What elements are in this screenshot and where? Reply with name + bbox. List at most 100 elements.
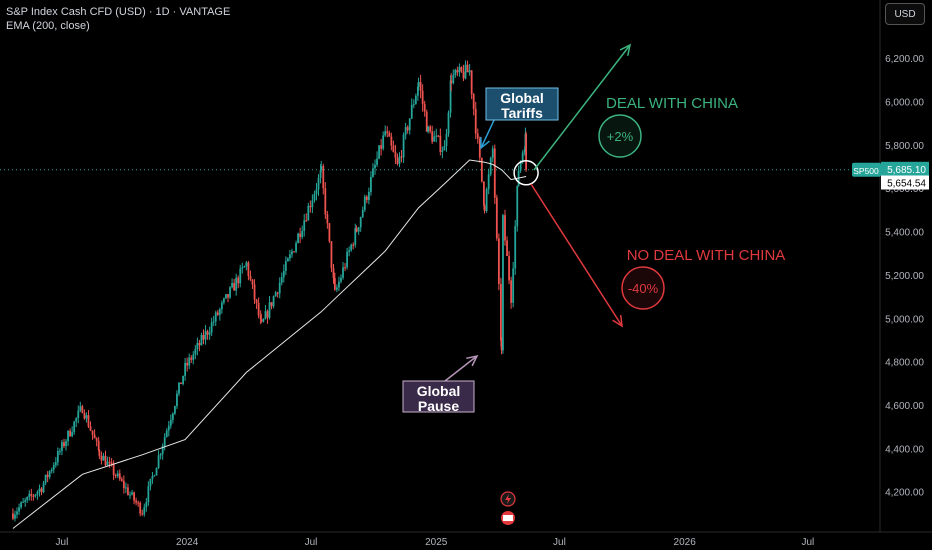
ema-price-tag	[881, 175, 929, 190]
candle-body	[171, 413, 174, 420]
y-tick-label: 5,000.00	[885, 314, 924, 325]
candle-body	[198, 342, 201, 346]
candle-body	[346, 251, 348, 268]
candle-body	[241, 267, 244, 269]
candle-body	[342, 267, 344, 278]
candle-body	[489, 157, 492, 175]
candle-body	[161, 445, 164, 455]
candle-body	[284, 261, 287, 271]
candle-body	[352, 244, 355, 246]
x-tick-label: 2026	[674, 537, 697, 548]
candle-body	[143, 507, 146, 515]
ema-line	[12, 159, 527, 529]
candle-body	[65, 441, 67, 447]
candle-body	[155, 467, 158, 476]
candle-body	[20, 502, 22, 508]
y-tick-label: 4,200.00	[885, 488, 924, 499]
candle-body	[523, 148, 526, 153]
candle-body	[289, 254, 291, 259]
candle-body	[24, 500, 27, 502]
candle-body	[67, 430, 69, 442]
indicator-label[interactable]: EMA (200, close)	[6, 20, 90, 32]
candle-body	[433, 136, 436, 142]
candle-body	[525, 133, 527, 170]
y-tick-label: 5,800.00	[885, 141, 924, 152]
candle-body	[404, 127, 407, 135]
y-tick-label: 6,000.00	[885, 98, 924, 109]
candle-body	[147, 486, 150, 503]
candle-body	[435, 135, 438, 137]
candle-body	[483, 205, 486, 212]
candle-body	[460, 67, 463, 72]
candle-body	[400, 156, 403, 158]
candle-body	[81, 406, 84, 413]
candle-body	[309, 205, 312, 208]
candle-body	[410, 104, 413, 119]
candle-body	[276, 292, 279, 294]
candle-body	[458, 67, 461, 73]
candle-body	[235, 277, 238, 291]
candle-body	[376, 158, 378, 165]
candle-body	[521, 152, 524, 161]
deal-arrow-head	[619, 43, 632, 56]
candle-body	[317, 177, 320, 190]
candle-body	[297, 233, 299, 244]
candle-body	[470, 70, 473, 95]
candle-body	[97, 440, 100, 451]
candle-body	[303, 220, 306, 231]
candle-body	[71, 432, 74, 437]
symbol-tag-label: SP500	[853, 166, 879, 176]
candle-body	[293, 251, 295, 253]
candle-body	[357, 227, 360, 232]
candle-body	[196, 342, 199, 350]
candle-body	[354, 228, 357, 245]
candle-body	[169, 419, 172, 426]
candle-body	[251, 279, 254, 285]
tariffs-arrow-head	[480, 136, 491, 150]
candle-body	[367, 191, 370, 201]
pause-annotation-box	[402, 380, 475, 413]
candle-body	[220, 302, 223, 310]
candle-body	[348, 250, 351, 252]
y-tick-label: 4,400.00	[885, 444, 924, 455]
flag-glyph-icon	[503, 515, 513, 521]
candle-body	[137, 502, 140, 504]
x-tick-label: 2024	[176, 537, 199, 548]
candle-body	[18, 507, 20, 512]
candle-body	[153, 475, 156, 477]
candle-body	[159, 454, 162, 456]
candle-body	[192, 354, 195, 360]
candle-body	[274, 292, 277, 297]
candle-body	[257, 302, 260, 316]
tariffs-arrow-shaft	[480, 115, 497, 149]
candle-body	[145, 502, 148, 508]
candle-body	[116, 473, 119, 477]
currency-button[interactable]: USD	[885, 3, 925, 25]
candle-body	[386, 131, 389, 133]
pause-arrow-head	[466, 354, 479, 367]
candle-body	[427, 126, 429, 132]
candle-body	[340, 277, 342, 282]
candle-body	[482, 181, 485, 206]
candle-body	[370, 176, 372, 192]
candle-body	[100, 455, 103, 461]
candle-body	[417, 81, 420, 87]
candle-body	[141, 513, 144, 515]
candle-body	[282, 270, 285, 278]
candle-body	[85, 415, 88, 419]
candle-body	[374, 164, 376, 169]
no-deal-arrow-shaft	[530, 183, 623, 327]
no-deal-arrow-head	[612, 314, 623, 328]
tariffs-arrow	[480, 115, 497, 150]
candle-body	[225, 294, 227, 299]
candle-body	[450, 80, 453, 84]
candle-body	[98, 450, 101, 456]
candle-body	[456, 70, 459, 73]
candle-body	[194, 349, 197, 355]
candle-body	[295, 243, 297, 252]
candle-body	[365, 196, 368, 201]
candle-body	[449, 80, 452, 113]
candle-body	[233, 283, 236, 291]
